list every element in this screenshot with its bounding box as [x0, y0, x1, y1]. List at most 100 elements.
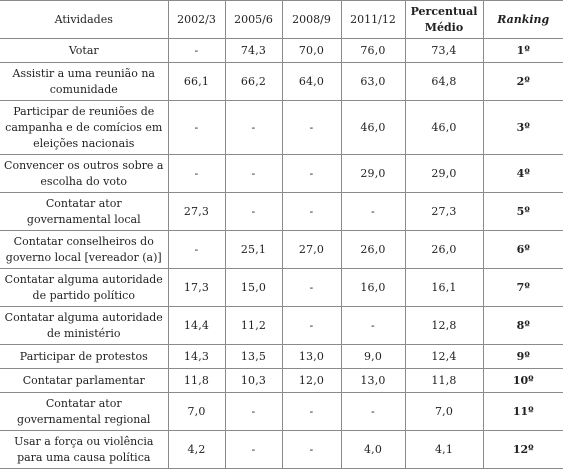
activity-cell: Contatar alguma autoridade de partido po…	[0, 268, 168, 307]
value-2008-cell: -	[281, 392, 341, 431]
ranking-cell: 1º	[482, 38, 563, 63]
table-row: Assistir a uma reunião na comunidade 66,…	[0, 62, 563, 101]
percentual-medio-cell: 4,1	[404, 430, 483, 469]
percentual-medio-cell: 46,0	[404, 100, 483, 155]
header-percentual-medio: Percentual Médio	[404, 0, 483, 39]
ranking-cell: 3º	[482, 100, 563, 155]
value-2011-cell: -	[340, 306, 405, 345]
table-row: Participar de reuniões de campanha e de …	[0, 100, 563, 155]
value-2005-cell: -	[224, 154, 282, 193]
table-row: Contatar conselheiros do governo local […	[0, 230, 563, 269]
value-2005-cell: 11,2	[224, 306, 282, 345]
table-row: Votar - 74,3 70,0 76,0 73,4 1º	[0, 38, 563, 63]
value-2011-cell: 76,0	[340, 38, 405, 63]
ranking-cell: 10º	[482, 368, 563, 393]
activity-cell: Usar a força ou violência para uma causa…	[0, 430, 168, 469]
value-2005-cell: 15,0	[224, 268, 282, 307]
value-2008-cell: -	[281, 430, 341, 469]
value-2008-cell: -	[281, 154, 341, 193]
header-2008-9: 2008/9	[281, 0, 341, 39]
percentual-medio-cell: 7,0	[404, 392, 483, 431]
header-2011-12: 2011/12	[340, 0, 405, 39]
value-2005-cell: -	[224, 192, 282, 231]
value-2002-cell: 17,3	[167, 268, 225, 307]
value-2002-cell: -	[167, 38, 225, 63]
value-2011-cell: 4,0	[340, 430, 405, 469]
activity-cell: Contatar ator governamental local	[0, 192, 168, 231]
ranking-cell: 2º	[482, 62, 563, 101]
table-row: Contatar parlamentar 11,8 10,3 12,0 13,0…	[0, 368, 563, 393]
value-2011-cell: 63,0	[340, 62, 405, 101]
activity-cell: Contatar conselheiros do governo local […	[0, 230, 168, 269]
header-2002-3: 2002/3	[167, 0, 225, 39]
value-2002-cell: 7,0	[167, 392, 225, 431]
value-2011-cell: 9,0	[340, 344, 405, 369]
value-2002-cell: -	[167, 230, 225, 269]
header-ranking: Ranking	[482, 0, 563, 39]
ranking-cell: 9º	[482, 344, 563, 369]
percentual-medio-cell: 16,1	[404, 268, 483, 307]
value-2005-cell: 10,3	[224, 368, 282, 393]
table-row: Contatar alguma autoridade de ministério…	[0, 306, 563, 345]
value-2008-cell: 12,0	[281, 368, 341, 393]
value-2002-cell: -	[167, 100, 225, 155]
activity-cell: Convencer os outros sobre a escolha do v…	[0, 154, 168, 193]
value-2011-cell: 46,0	[340, 100, 405, 155]
ranking-cell: 5º	[482, 192, 563, 231]
value-2005-cell: -	[224, 430, 282, 469]
value-2008-cell: 27,0	[281, 230, 341, 269]
value-2008-cell: 70,0	[281, 38, 341, 63]
percentual-medio-cell: 64,8	[404, 62, 483, 101]
value-2011-cell: 29,0	[340, 154, 405, 193]
percentual-medio-cell: 29,0	[404, 154, 483, 193]
value-2008-cell: -	[281, 268, 341, 307]
percentual-medio-cell: 11,8	[404, 368, 483, 393]
percentual-medio-cell: 12,8	[404, 306, 483, 345]
value-2002-cell: 14,3	[167, 344, 225, 369]
value-2008-cell: -	[281, 192, 341, 231]
activity-cell: Votar	[0, 38, 168, 63]
value-2011-cell: 16,0	[340, 268, 405, 307]
value-2005-cell: 74,3	[224, 38, 282, 63]
header-2005-6: 2005/6	[224, 0, 282, 39]
value-2005-cell: 25,1	[224, 230, 282, 269]
table-row: Contatar alguma autoridade de partido po…	[0, 268, 563, 307]
value-2005-cell: -	[224, 392, 282, 431]
value-2005-cell: 13,5	[224, 344, 282, 369]
table-header-row: Atividades 2002/3 2005/6 2008/9 2011/12 …	[0, 0, 563, 39]
ranking-cell: 6º	[482, 230, 563, 269]
ranking-cell: 11º	[482, 392, 563, 431]
table-row: Convencer os outros sobre a escolha do v…	[0, 154, 563, 193]
table-row: Contatar ator governamental regional 7,0…	[0, 392, 563, 431]
value-2011-cell: 13,0	[340, 368, 405, 393]
value-2002-cell: 27,3	[167, 192, 225, 231]
value-2011-cell: 26,0	[340, 230, 405, 269]
activity-cell: Contatar parlamentar	[0, 368, 168, 393]
value-2008-cell: -	[281, 306, 341, 345]
value-2008-cell: 64,0	[281, 62, 341, 101]
percentual-medio-cell: 12,4	[404, 344, 483, 369]
value-2011-cell: -	[340, 192, 405, 231]
activity-cell: Contatar alguma autoridade de ministério	[0, 306, 168, 345]
value-2002-cell: 14,4	[167, 306, 225, 345]
activity-cell: Participar de reuniões de campanha e de …	[0, 100, 168, 155]
ranking-cell: 8º	[482, 306, 563, 345]
percentual-medio-cell: 27,3	[404, 192, 483, 231]
percentual-medio-cell: 73,4	[404, 38, 483, 63]
activity-cell: Participar de protestos	[0, 344, 168, 369]
percentual-medio-cell: 26,0	[404, 230, 483, 269]
value-2002-cell: 11,8	[167, 368, 225, 393]
activity-cell: Assistir a uma reunião na comunidade	[0, 62, 168, 101]
header-atividades: Atividades	[0, 0, 168, 39]
value-2005-cell: 66,2	[224, 62, 282, 101]
activity-cell: Contatar ator governamental regional	[0, 392, 168, 431]
value-2008-cell: -	[281, 100, 341, 155]
table-row: Contatar ator governamental local 27,3 -…	[0, 192, 563, 231]
value-2008-cell: 13,0	[281, 344, 341, 369]
ranking-cell: 12º	[482, 430, 563, 469]
value-2011-cell: -	[340, 392, 405, 431]
value-2002-cell: 66,1	[167, 62, 225, 101]
value-2005-cell: -	[224, 100, 282, 155]
